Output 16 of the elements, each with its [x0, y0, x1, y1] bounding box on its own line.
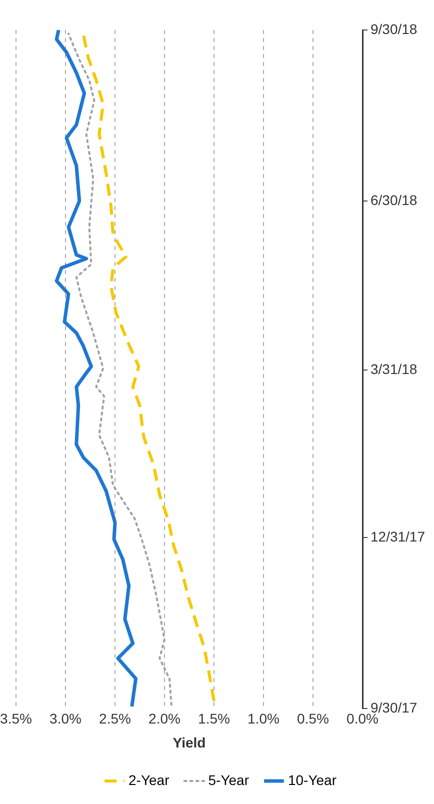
x-tick-label: 3.5% — [0, 710, 32, 727]
legend-label: 5-Year — [208, 772, 250, 788]
x-axis-title: Yield — [172, 734, 206, 750]
x-tick-label: 1.0% — [248, 710, 280, 727]
y-tick-label: 9/30/18 — [370, 20, 418, 37]
y-tick-label: 3/31/18 — [370, 360, 418, 377]
y-tick-label: 9/30/17 — [370, 699, 418, 716]
x-tick-label: 2.5% — [99, 710, 131, 727]
y-tick-label: 6/30/18 — [370, 192, 418, 208]
x-tick-label: 0.5% — [297, 710, 329, 727]
legend-label: 2-Year — [128, 772, 170, 788]
x-tick-label: 1.5% — [198, 710, 230, 727]
y-tick-label: 12/31/17 — [370, 528, 426, 544]
x-tick-label: 2.0% — [148, 710, 180, 727]
x-tick-label: 3.0% — [50, 710, 82, 727]
legend-label: 10-Year — [288, 772, 337, 788]
